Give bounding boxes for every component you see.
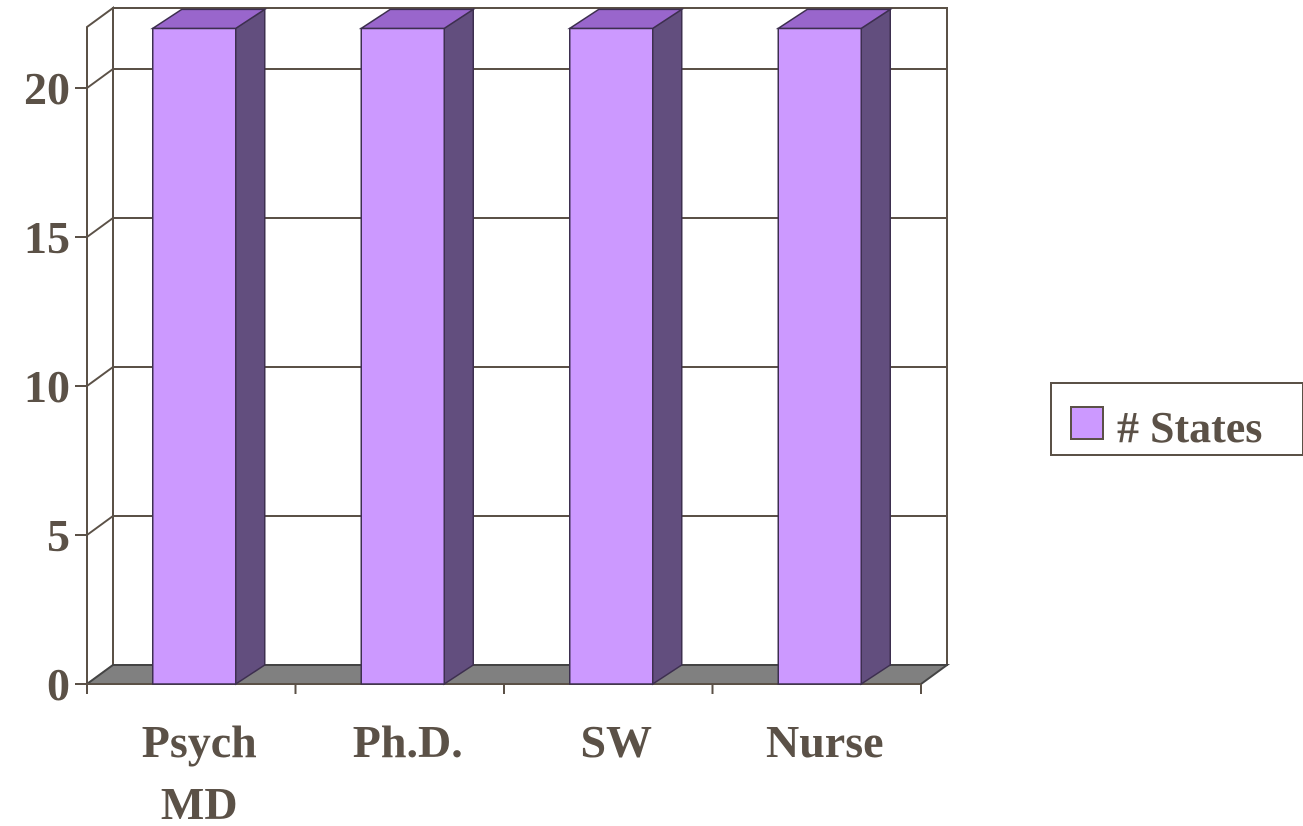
x-axis-labels: Psych MD Ph.D. SW Nurse	[142, 716, 884, 826]
bar-front	[777, 27, 862, 685]
bar	[775, 8, 893, 686]
bar-top	[150, 8, 268, 30]
bar	[567, 8, 685, 686]
bar	[150, 8, 268, 686]
gridline-side	[86, 515, 114, 536]
y-tick-label: 5	[47, 510, 70, 561]
bar-front	[360, 27, 445, 685]
legend-swatch	[1070, 406, 1104, 440]
bar-top	[775, 8, 893, 30]
x-category-label: Nurse	[766, 716, 884, 767]
y-axis-ticks: 0 5 10 15 20	[24, 63, 70, 710]
x-category-label: Psych	[142, 716, 257, 767]
y-tick-label: 15	[24, 212, 70, 263]
bar-side	[443, 8, 474, 686]
y-tick-label: 20	[24, 63, 70, 114]
gridline-side	[86, 68, 114, 89]
bar	[358, 8, 476, 686]
bar-top	[567, 8, 685, 30]
bar-front	[152, 27, 237, 685]
bar-top	[358, 8, 476, 30]
legend: # States	[1050, 382, 1303, 456]
x-category-label: MD	[161, 778, 238, 826]
bar-side	[652, 8, 683, 686]
y-tick-label: 10	[24, 361, 70, 412]
bar-side	[235, 8, 266, 686]
x-category-label: Ph.D.	[353, 716, 463, 767]
y-tick-label: 0	[47, 659, 70, 710]
legend-label: # States	[1117, 403, 1262, 452]
side-wall	[86, 6, 114, 686]
bars	[150, 8, 893, 686]
gridline-side	[86, 366, 114, 387]
bar-front	[569, 27, 654, 685]
gridline-side	[86, 217, 114, 238]
bar-side	[860, 8, 891, 686]
x-category-label: SW	[580, 716, 652, 767]
